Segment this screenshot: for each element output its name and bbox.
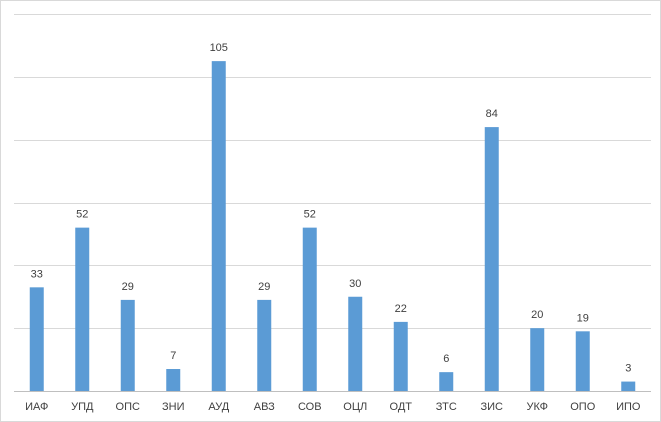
x-tick-label: ИПО [616, 401, 641, 413]
x-tick-label: АУД [208, 401, 229, 413]
x-tick-label: ЗНИ [162, 401, 185, 413]
x-tick-label: АВЗ [254, 401, 275, 413]
x-tick-label: ИАФ [25, 401, 48, 413]
bar-1 [29, 287, 44, 391]
bar-3 [120, 299, 135, 391]
data-label: 29 [258, 281, 270, 293]
bar-13 [575, 331, 590, 391]
data-label: 29 [122, 281, 134, 293]
data-label: 3 [625, 363, 631, 375]
data-label: 6 [443, 353, 449, 365]
x-tick-label: ОПС [116, 401, 140, 413]
data-label: 20 [531, 309, 543, 321]
data-label: 7 [170, 350, 176, 362]
data-label: 105 [210, 42, 228, 54]
bar-12 [530, 328, 545, 391]
bar-11 [484, 127, 499, 391]
x-tick-label: ЗИС [481, 401, 504, 413]
bar-8 [348, 296, 363, 391]
bar-6 [257, 299, 272, 391]
data-label: 84 [486, 108, 498, 120]
data-label: 52 [304, 209, 316, 221]
x-tick-label: УКФ [527, 401, 548, 413]
bar-9 [393, 321, 408, 391]
data-label: 33 [31, 268, 43, 280]
x-tick-label: СОВ [298, 401, 322, 413]
x-tick-label: ОПО [570, 401, 595, 413]
bar-7 [302, 227, 317, 391]
x-tick-label: ЗТС [436, 401, 457, 413]
data-label: 30 [349, 278, 361, 290]
x-tick-label: УПД [71, 401, 94, 413]
bar-2 [75, 227, 90, 391]
bar-10 [439, 372, 454, 391]
bar-5 [211, 61, 226, 391]
data-label: 22 [395, 303, 407, 315]
bar-14 [621, 381, 636, 391]
x-tick-label: ОДТ [390, 401, 413, 413]
x-tick-label: ОЦЛ [343, 401, 367, 413]
bar-4 [166, 369, 181, 391]
data-label: 19 [577, 312, 589, 324]
data-label: 52 [76, 209, 88, 221]
